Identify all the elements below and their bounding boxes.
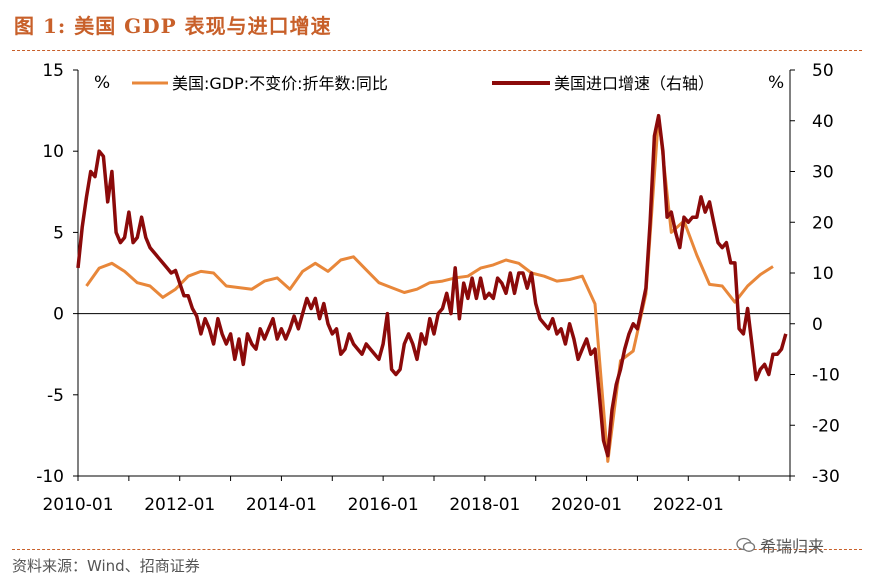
- right-tick-label: 50: [812, 61, 834, 81]
- x-tick-label: 2016-01: [348, 495, 419, 515]
- right-tick-label: -30: [812, 467, 840, 487]
- x-tick-label: 2020-01: [551, 495, 622, 515]
- left-y-axis: 15 10 5 0 -5 -10%: [36, 61, 110, 487]
- legend-label-gdp: 美国:GDP:不变价:折年数:同比: [172, 74, 388, 93]
- series-line-gdp: [85, 114, 774, 463]
- plot-frame: [77, 70, 791, 477]
- left-tick-label: -5: [47, 386, 64, 406]
- source-note: 资料来源：Wind、招商证券: [12, 557, 200, 575]
- x-tick-label: 2010-01: [42, 495, 113, 515]
- right-tick-label: 0: [812, 315, 823, 335]
- chart-title: 图 1: 美国 GDP 表现与进口增速: [14, 14, 332, 38]
- x-tick-label: 2022-01: [653, 495, 724, 515]
- right-tick-label: 40: [812, 112, 834, 132]
- right-tick-label: 20: [812, 213, 834, 233]
- title-divider: [12, 50, 862, 51]
- right-tick-label: 30: [812, 163, 834, 183]
- x-tick-label: 2018-01: [449, 495, 520, 515]
- series-line-imports: [76, 113, 788, 458]
- left-tick-label: 15: [42, 61, 64, 81]
- right-unit-label: %: [768, 73, 784, 93]
- left-tick-label: 0: [53, 305, 64, 325]
- left-tick-label: -10: [36, 467, 64, 487]
- series-layer: [76, 113, 788, 463]
- watermark: 希瑞归来: [736, 533, 824, 557]
- right-tick-label: -20: [812, 416, 840, 436]
- legend: 美国:GDP:不变价:折年数:同比 美国进口增速（右轴）: [132, 74, 714, 93]
- right-tick-label: 10: [812, 264, 834, 284]
- x-tick-label: 2012-01: [144, 495, 215, 515]
- watermark-text: 希瑞归来: [760, 537, 825, 556]
- x-axis: 2010-01 2012-01 2014-01 2016-01 2018-01 2020-…: [42, 476, 791, 515]
- right-tick-label: -10: [812, 366, 840, 386]
- source-divider: [12, 549, 862, 550]
- right-y-axis: 50 40 30 20 10 0 -10 -20 -30%: [768, 61, 840, 487]
- left-unit-label: %: [94, 73, 110, 93]
- left-tick-label: 5: [53, 223, 64, 243]
- legend-label-imports: 美国进口增速（右轴）: [554, 74, 714, 93]
- x-tick-label: 2014-01: [246, 495, 317, 515]
- wechat-icon: [736, 537, 756, 552]
- left-tick-label: 10: [42, 142, 64, 162]
